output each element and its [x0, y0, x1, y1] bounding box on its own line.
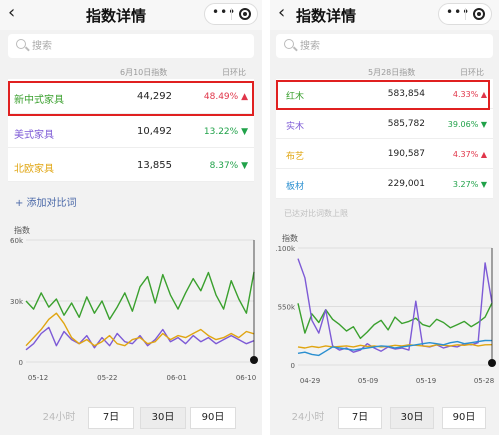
keyword-list: 红木 583,854 4.33% ▲ 实木 585,782 39.06% ▼ 布… [276, 79, 493, 199]
tab-90d[interactable]: 90日 [190, 407, 236, 429]
close-target-icon[interactable] [473, 8, 485, 20]
keyword-value: 229,001 [387, 179, 425, 189]
x-tick-label: 06-01 [166, 374, 186, 382]
x-tick-label: 05-22 [97, 374, 117, 382]
nav-bar: ‹ 指数详情 ••• [270, 0, 499, 30]
y-tick-label: 0 [19, 359, 23, 367]
keyword-row[interactable]: 实木 585,782 39.06% ▼ [276, 109, 493, 139]
left-phone-screen: ‹ 指数详情 ••• 6月10日指数 日环比 新中式家具 44,292 48.4… [0, 0, 262, 435]
column-header-index: 6月10日指数 [120, 68, 168, 77]
keyword-row[interactable]: 美式家具 10,492 13.22% ▼ [8, 114, 254, 148]
series-line [297, 302, 493, 340]
tab-7d[interactable]: 7日 [338, 407, 382, 429]
search-box[interactable] [8, 34, 254, 58]
capsule-divider [231, 8, 232, 20]
search-box[interactable] [276, 34, 493, 58]
keyword-change: 3.27% ▼ [452, 180, 487, 189]
x-tick-label: 06-10 [236, 374, 256, 382]
chart-ylabel: 指数 [282, 234, 298, 243]
right-phone-screen: ‹ 指数详情 ••• 5月28日指数 日环比 红木 583,854 4.33% … [270, 0, 499, 435]
y-tick-label: 550k [278, 304, 296, 312]
keyword-change: 4.33% ▲ [452, 90, 487, 99]
series-line [297, 258, 493, 353]
keyword-change: 39.06% ▼ [447, 120, 487, 129]
compare-limit-hint: 已达对比词数上限 [284, 209, 348, 218]
keyword-value: 190,587 [387, 149, 425, 159]
more-icon[interactable]: ••• [446, 5, 471, 19]
keyword-name: 实木 [286, 122, 305, 132]
close-target-icon[interactable] [239, 8, 251, 20]
tab-90d[interactable]: 90日 [442, 407, 486, 429]
tab-24h[interactable]: 24小时 [291, 412, 325, 423]
keyword-change: 8.37% ▼ [209, 161, 248, 171]
back-icon[interactable]: ‹ [8, 2, 16, 23]
series-line [25, 326, 255, 351]
tab-7d[interactable]: 7日 [88, 407, 134, 429]
search-input[interactable] [32, 37, 182, 55]
search-icon [284, 39, 294, 49]
y-tick-label: 0 [291, 362, 295, 370]
cursor-handle [488, 359, 496, 367]
x-tick-label: 04-29 [300, 377, 320, 385]
keyword-change: 48.49% ▲ [203, 92, 248, 102]
x-tick-label: 05-12 [28, 374, 48, 382]
keyword-name: 红木 [286, 92, 305, 102]
column-header-change: 日环比 [222, 68, 246, 77]
keyword-value: 13,855 [137, 160, 172, 171]
keyword-name: 美式家具 [14, 130, 54, 141]
keyword-list: 新中式家具 44,292 48.49% ▲ 美式家具 10,492 13.22%… [8, 79, 254, 182]
keyword-name: 板材 [286, 182, 305, 192]
series-line [297, 339, 493, 357]
tab-24h[interactable]: 24小时 [42, 412, 76, 423]
keyword-change: 13.22% ▼ [203, 127, 248, 137]
page-title: 指数详情 [86, 7, 147, 25]
y-tick-label: 60k [10, 237, 24, 245]
chart-ylabel: 指数 [14, 226, 30, 235]
keyword-value: 10,492 [137, 126, 172, 137]
page-title: 指数详情 [296, 7, 357, 25]
more-icon[interactable]: ••• [212, 5, 237, 19]
capsule-divider [465, 8, 466, 20]
column-header-index: 5月28日指数 [368, 68, 416, 77]
x-tick-label: 05-19 [416, 377, 436, 385]
keyword-row[interactable]: 新中式家具 44,292 48.49% ▲ [8, 79, 254, 114]
y-tick-label: 1100k [276, 245, 296, 253]
keyword-name: 布艺 [286, 152, 305, 162]
time-range-tabs: 24小时 7日 30日 90日 [36, 407, 236, 429]
nav-bar: ‹ 指数详情 ••• [0, 0, 262, 30]
back-icon[interactable]: ‹ [278, 2, 286, 23]
highlight-box [276, 80, 490, 110]
keyword-value: 44,292 [137, 91, 172, 102]
miniprogram-capsule: ••• [438, 3, 492, 25]
keyword-name: 新中式家具 [14, 95, 64, 106]
tab-30d[interactable]: 30日 [390, 407, 434, 429]
keyword-name: 北欧家具 [14, 164, 54, 175]
highlight-box [8, 81, 254, 116]
series-line [297, 343, 493, 349]
search-icon [16, 39, 26, 49]
series-line [25, 312, 255, 347]
cursor-handle [250, 356, 258, 364]
keyword-row[interactable]: 北欧家具 13,855 8.37% ▼ [8, 148, 254, 182]
tab-30d[interactable]: 30日 [140, 407, 186, 429]
column-header-change: 日环比 [460, 68, 484, 77]
keyword-change: 4.37% ▲ [452, 150, 487, 159]
time-range-tabs: 24小时 7日 30日 90日 [286, 407, 486, 429]
search-input[interactable] [300, 37, 450, 55]
keyword-row[interactable]: 板材 229,001 3.27% ▼ [276, 169, 493, 199]
keyword-value: 583,854 [387, 89, 425, 99]
y-tick-label: 30k [10, 298, 24, 306]
keyword-row[interactable]: 布艺 190,587 4.37% ▲ [276, 139, 493, 169]
x-tick-label: 05-28 [474, 377, 494, 385]
trend-chart[interactable]: 60k 30k 0 05-12 05-22 06-01 06-10 [8, 234, 258, 384]
trend-chart[interactable]: 1100k 550k 0 04-29 05-09 05-19 05-28 [276, 242, 496, 387]
series-line [25, 271, 255, 321]
keyword-value: 585,782 [387, 119, 425, 129]
x-tick-label: 05-09 [358, 377, 378, 385]
miniprogram-capsule: ••• [204, 3, 258, 25]
add-compare-word-button[interactable]: + 添加对比词 [15, 198, 77, 209]
